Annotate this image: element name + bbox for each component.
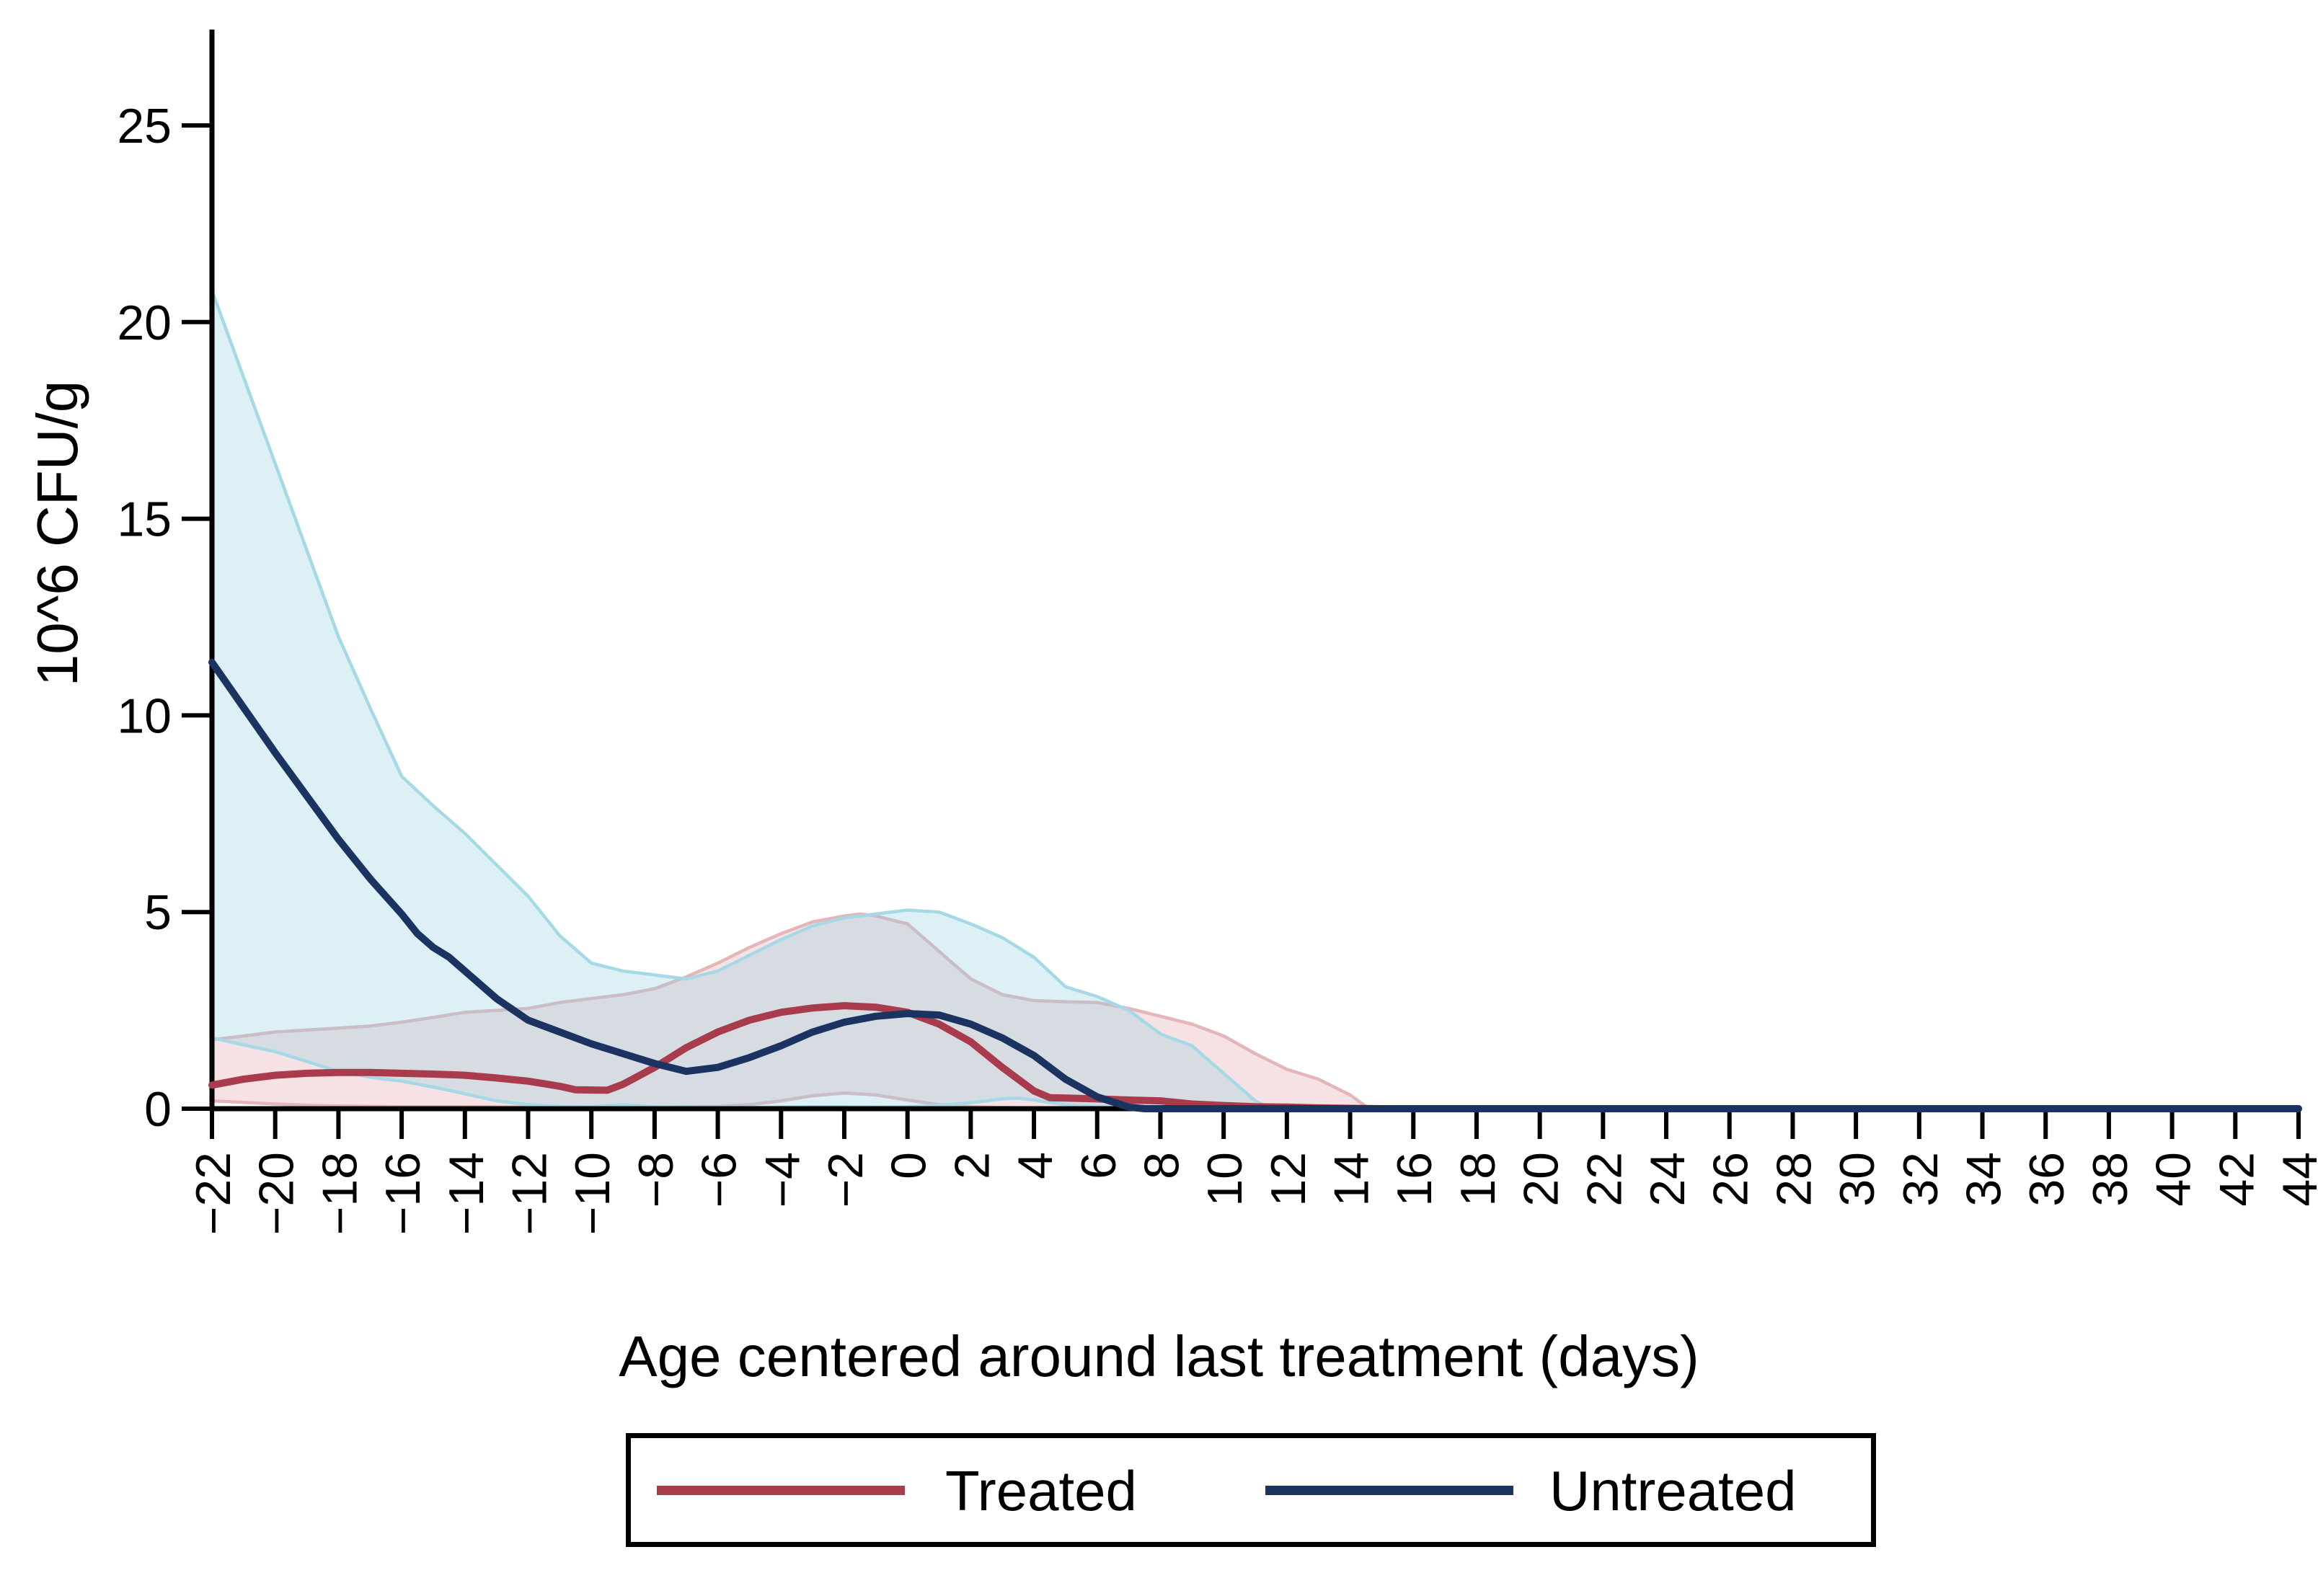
- x-axis-title: Age centered around last treatment (days…: [619, 1324, 1699, 1388]
- x-tick-label: 32: [1893, 1152, 1948, 1207]
- y-tick-label: 15: [117, 492, 172, 547]
- x-tick-label: 20: [1514, 1152, 1569, 1207]
- x-tick-label: 12: [1261, 1152, 1316, 1207]
- y-tick-label: 5: [144, 885, 172, 940]
- x-tick-label: 2: [945, 1152, 999, 1179]
- x-tick-label: −18: [312, 1152, 367, 1235]
- x-tick-label: 30: [1830, 1152, 1885, 1207]
- untreated-line-swatch: [1265, 1486, 1513, 1495]
- x-tick-label: 18: [1451, 1152, 1505, 1207]
- x-tick-label: −12: [502, 1152, 557, 1235]
- legend-label-untreated: Untreated: [1549, 1459, 1797, 1522]
- legend-label-treated: Treated: [945, 1459, 1137, 1522]
- x-tick-label: 8: [1134, 1152, 1189, 1179]
- x-tick-label: 40: [2146, 1152, 2201, 1207]
- y-tick-label: 25: [117, 99, 172, 154]
- x-tick-label: −10: [565, 1152, 620, 1235]
- x-tick-label: 14: [1324, 1152, 1379, 1207]
- x-tick-label: −8: [629, 1152, 684, 1208]
- untreated-line: [208, 658, 2302, 1112]
- x-tick-label: −4: [755, 1152, 810, 1208]
- x-tick-label: −6: [692, 1152, 747, 1208]
- x-tick-label: 34: [1957, 1152, 2012, 1207]
- x-tick-label: 44: [2273, 1152, 2318, 1207]
- x-tick-label: −14: [439, 1152, 494, 1235]
- x-tick-label: 0: [882, 1152, 937, 1179]
- y-tick-label: 10: [117, 688, 172, 743]
- x-tick-label: 42: [2209, 1152, 2264, 1207]
- x-tick-label: 38: [2083, 1152, 2138, 1207]
- x-tick-label: −2: [818, 1152, 873, 1208]
- x-tick-label: −16: [376, 1152, 430, 1235]
- legend-box: Treated Untreated: [626, 1433, 1876, 1547]
- x-tick-label: 22: [1577, 1152, 1632, 1207]
- x-tick-label: 16: [1387, 1152, 1442, 1207]
- untreated-ci-band: [210, 288, 1273, 1111]
- x-tick-label: 24: [1640, 1152, 1695, 1207]
- x-tick-label: −20: [249, 1152, 304, 1235]
- y-tick-label: 0: [144, 1082, 172, 1137]
- y-tick-label: 20: [117, 296, 172, 350]
- x-tick-label: 36: [2020, 1152, 2074, 1207]
- x-tick-label: −22: [186, 1152, 241, 1235]
- x-tick-label: 26: [1704, 1152, 1759, 1207]
- treated-line-swatch: [657, 1486, 905, 1495]
- x-tick-label: 6: [1071, 1152, 1126, 1179]
- x-tick-label: 4: [1008, 1152, 1063, 1179]
- x-tick-label: 10: [1198, 1152, 1252, 1207]
- y-axis-title: 10^6 CFU/g: [25, 380, 89, 687]
- x-tick-label: 28: [1766, 1152, 1821, 1207]
